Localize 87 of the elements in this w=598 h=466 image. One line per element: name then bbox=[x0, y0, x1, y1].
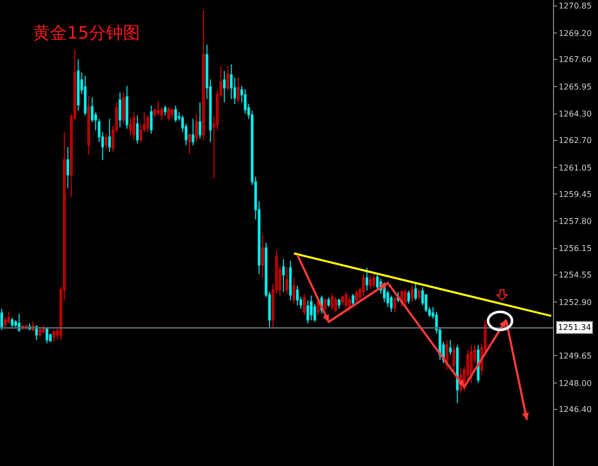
candlestick bbox=[369, 275, 372, 290]
y-tick-label: 1264.30 bbox=[558, 110, 592, 119]
candlestick bbox=[327, 296, 330, 308]
candlestick bbox=[156, 100, 160, 116]
candlestick bbox=[372, 274, 376, 288]
candlestick bbox=[376, 274, 379, 292]
candlestick bbox=[236, 77, 240, 103]
candlestick bbox=[390, 294, 393, 312]
candlestick bbox=[52, 330, 56, 342]
candlestick bbox=[302, 293, 306, 316]
candlestick bbox=[146, 115, 150, 133]
candlestick bbox=[226, 66, 230, 92]
candlestick bbox=[344, 292, 348, 310]
y-tick-label: 1246.40 bbox=[558, 405, 592, 414]
y-tick-label: 1252.90 bbox=[558, 298, 592, 307]
candlestick bbox=[222, 70, 226, 103]
candlestick bbox=[292, 276, 296, 304]
candlestick bbox=[449, 340, 452, 356]
y-tick-label: 1249.65 bbox=[558, 352, 592, 361]
candlestick bbox=[126, 85, 128, 130]
y-tick-label: 1267.60 bbox=[558, 55, 592, 64]
y-tick-label: 1248.00 bbox=[558, 378, 592, 388]
candlestick bbox=[310, 294, 313, 321]
candlestick bbox=[418, 288, 420, 301]
candlestick bbox=[338, 298, 340, 310]
candlestick bbox=[289, 260, 292, 301]
candlestick bbox=[38, 328, 42, 338]
y-tick-label: 1254.55 bbox=[558, 270, 592, 280]
y-tick-label: 1257.80 bbox=[558, 217, 592, 226]
candlestick bbox=[42, 324, 45, 334]
candlestick bbox=[355, 290, 358, 303]
candlestick bbox=[49, 332, 52, 342]
candlestick bbox=[122, 92, 125, 124]
candlestick bbox=[330, 293, 334, 311]
candlestick bbox=[132, 112, 136, 141]
candlestick bbox=[192, 118, 194, 146]
candlestick bbox=[164, 105, 167, 116]
candlestick bbox=[136, 115, 139, 144]
candlestick bbox=[7, 311, 10, 324]
candlestick bbox=[170, 108, 174, 120]
candlestick bbox=[407, 290, 410, 304]
y-tick-label: 1259.45 bbox=[558, 190, 592, 199]
candlestick bbox=[167, 106, 170, 121]
candlestick bbox=[150, 105, 153, 134]
y-tick-label: 1262.70 bbox=[558, 136, 592, 146]
candlestick bbox=[334, 296, 337, 312]
candlestick bbox=[282, 258, 285, 293]
candlestick bbox=[66, 146, 70, 189]
candlestick bbox=[230, 64, 233, 100]
y-tick-label: 1265.95 bbox=[558, 82, 592, 92]
candlestick bbox=[0, 308, 4, 331]
candlestick bbox=[76, 58, 80, 112]
candlestick bbox=[261, 234, 264, 278]
candlestick bbox=[46, 326, 48, 344]
y-tick-label: 1256.15 bbox=[558, 244, 592, 254]
candlestick bbox=[366, 267, 368, 292]
candlestick bbox=[362, 274, 365, 296]
candlestick bbox=[306, 300, 310, 324]
candlestick bbox=[188, 133, 191, 154]
candlestick bbox=[198, 102, 202, 140]
candlestick bbox=[202, 9, 205, 141]
candlestick bbox=[404, 288, 407, 306]
candlestick bbox=[108, 118, 111, 152]
y-tick-label: 1270.85 bbox=[558, 2, 592, 11]
candlestick bbox=[10, 317, 14, 328]
candlestick bbox=[286, 266, 288, 294]
candlestick bbox=[452, 344, 456, 374]
ref-line-label: 1251.34 bbox=[558, 323, 592, 332]
candlestick bbox=[4, 316, 7, 328]
candlestick bbox=[393, 296, 396, 312]
candlestick bbox=[456, 344, 459, 404]
candlestick bbox=[174, 105, 177, 123]
candlestick bbox=[84, 75, 87, 116]
y-tick-label: 1269.20 bbox=[558, 28, 592, 38]
candlestick bbox=[118, 92, 122, 128]
candlestick bbox=[296, 285, 299, 306]
candlestick bbox=[414, 283, 417, 301]
candlestick bbox=[352, 293, 354, 306]
candlestick bbox=[324, 298, 327, 311]
candlestick bbox=[87, 95, 90, 156]
candlestick bbox=[341, 294, 344, 306]
candlestick bbox=[104, 133, 108, 150]
y-tick-label: 1261.05 bbox=[558, 163, 592, 172]
candlestick bbox=[410, 285, 414, 303]
candlestick bbox=[195, 113, 198, 142]
text: 黄金15分钟图 bbox=[33, 24, 140, 44]
candlestick bbox=[470, 344, 473, 384]
